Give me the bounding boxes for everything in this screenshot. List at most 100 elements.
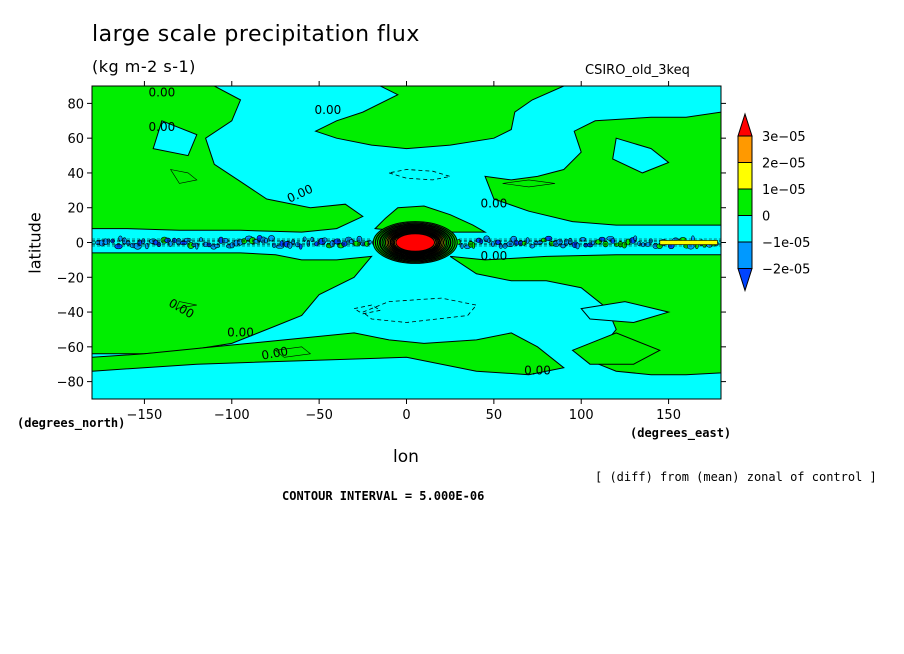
colorbar-segment bbox=[737, 188, 753, 216]
band-cell bbox=[591, 240, 595, 245]
x-tick-label: −50 bbox=[305, 408, 332, 423]
model-name: CSIRO_old_3keq bbox=[585, 63, 690, 78]
colorbar-max-arrow bbox=[737, 112, 753, 137]
colorbar-label: −2e-05 bbox=[762, 263, 810, 278]
thin-contour-c bbox=[175, 301, 197, 309]
thin-contour-d bbox=[274, 346, 312, 358]
x-tick-label: 150 bbox=[656, 408, 681, 423]
contour-label: 0.00 bbox=[481, 249, 508, 263]
band-cell bbox=[110, 238, 115, 244]
contour-label: 0.00 bbox=[315, 103, 342, 117]
band-cell bbox=[583, 243, 589, 248]
peak-contour bbox=[393, 231, 437, 254]
band-cell bbox=[287, 241, 293, 249]
band-cell bbox=[544, 235, 553, 242]
colorbar-segment bbox=[737, 162, 753, 190]
peak-contour bbox=[391, 230, 440, 255]
peak-contour bbox=[376, 223, 454, 262]
peak-core bbox=[395, 233, 435, 252]
x-tick-label: −150 bbox=[127, 408, 163, 423]
x-axis-units: (degrees_east) bbox=[630, 426, 732, 440]
negative-hole-east bbox=[612, 137, 670, 174]
band-cell bbox=[114, 243, 123, 250]
y-tick-label: 60 bbox=[67, 132, 84, 147]
positive-region-north-central bbox=[314, 86, 565, 150]
band-cell bbox=[356, 235, 363, 243]
comparison-note: [ (diff) from (mean) zonal of control ] bbox=[595, 470, 877, 484]
contour-label: 0.00 bbox=[481, 197, 508, 211]
positive-region-south-central bbox=[92, 332, 565, 376]
peak-contour bbox=[392, 230, 438, 255]
y-axis-units: (degrees_north) bbox=[17, 416, 126, 430]
colorbar-label: 0 bbox=[762, 210, 770, 225]
band-cell bbox=[341, 241, 348, 247]
contour-label: 0.00 bbox=[149, 85, 176, 99]
y-tick-label: 20 bbox=[67, 202, 84, 217]
y-tick-label: −20 bbox=[57, 271, 84, 286]
positive-region-south-east bbox=[449, 254, 721, 376]
colorbar-label: −1e-05 bbox=[762, 236, 810, 251]
band-cell bbox=[633, 235, 638, 241]
band-cell bbox=[529, 244, 535, 249]
band-cell bbox=[279, 240, 284, 247]
contour-interval: CONTOUR INTERVAL = 5.000E-06 bbox=[282, 489, 485, 503]
band-cell bbox=[648, 238, 653, 244]
colorbar-label: 3e−05 bbox=[762, 130, 806, 145]
peak-contour bbox=[386, 227, 445, 258]
thin-contour-b bbox=[502, 179, 556, 188]
band-cell bbox=[610, 238, 616, 244]
positive-region-north-east bbox=[484, 111, 721, 226]
band-cell bbox=[602, 240, 609, 248]
negative-hole-southeast bbox=[580, 301, 671, 324]
positive-region-north-west bbox=[92, 86, 364, 233]
band-cell bbox=[360, 241, 365, 247]
colorbar-min-arrow bbox=[737, 268, 753, 293]
band-cell bbox=[306, 240, 310, 247]
chart-units: (kg m-2 s-1) bbox=[92, 57, 196, 76]
thin-contour-a bbox=[169, 169, 198, 184]
peak-contour bbox=[374, 222, 456, 263]
x-tick-label: −100 bbox=[214, 408, 250, 423]
y-tick-label: 0 bbox=[76, 237, 84, 252]
y-tick-label: −80 bbox=[57, 376, 84, 391]
peak-contour bbox=[383, 226, 448, 259]
band-cell bbox=[198, 237, 203, 242]
band-positive-east bbox=[659, 240, 718, 245]
colorbar-segment bbox=[737, 135, 753, 163]
band-cell bbox=[368, 239, 372, 245]
contour-label: 0.00 bbox=[227, 325, 254, 339]
peak-contour bbox=[381, 225, 450, 260]
y-tick-label: 80 bbox=[67, 97, 84, 112]
colorbar-segment bbox=[737, 241, 753, 269]
band-cell bbox=[179, 240, 188, 246]
dashed-contour-south bbox=[362, 297, 478, 323]
y-tick-label: −40 bbox=[57, 306, 84, 321]
band-cell bbox=[106, 238, 111, 244]
band-cell bbox=[310, 236, 314, 242]
y-tick-label: −60 bbox=[57, 341, 84, 356]
negative-hole-west bbox=[152, 120, 198, 157]
contour-label: 0.00 bbox=[260, 344, 289, 362]
peak-contour bbox=[387, 228, 443, 257]
band-cell bbox=[141, 238, 146, 244]
x-tick-label: 50 bbox=[486, 408, 503, 423]
colorbar-label: 1e−05 bbox=[762, 183, 806, 198]
band-cell bbox=[298, 243, 303, 250]
central-maximum bbox=[372, 221, 458, 264]
band-cell bbox=[183, 237, 192, 243]
x-tick-label: 0 bbox=[402, 408, 410, 423]
x-tick-label: 100 bbox=[569, 408, 594, 423]
y-tick-label: 40 bbox=[67, 167, 84, 182]
band-cell bbox=[118, 235, 123, 242]
contour-label: 0.00 bbox=[524, 364, 551, 378]
dashed-contour-south-small bbox=[353, 304, 382, 315]
band-cell bbox=[487, 238, 491, 243]
band-cell bbox=[122, 237, 127, 245]
band-cell bbox=[321, 237, 328, 243]
band-cell bbox=[272, 242, 277, 248]
dashed-contour-north bbox=[388, 169, 451, 181]
band-cell bbox=[168, 240, 173, 247]
contour-label: 0.00 bbox=[149, 120, 176, 134]
colorbar-label: 2e−05 bbox=[762, 157, 806, 172]
